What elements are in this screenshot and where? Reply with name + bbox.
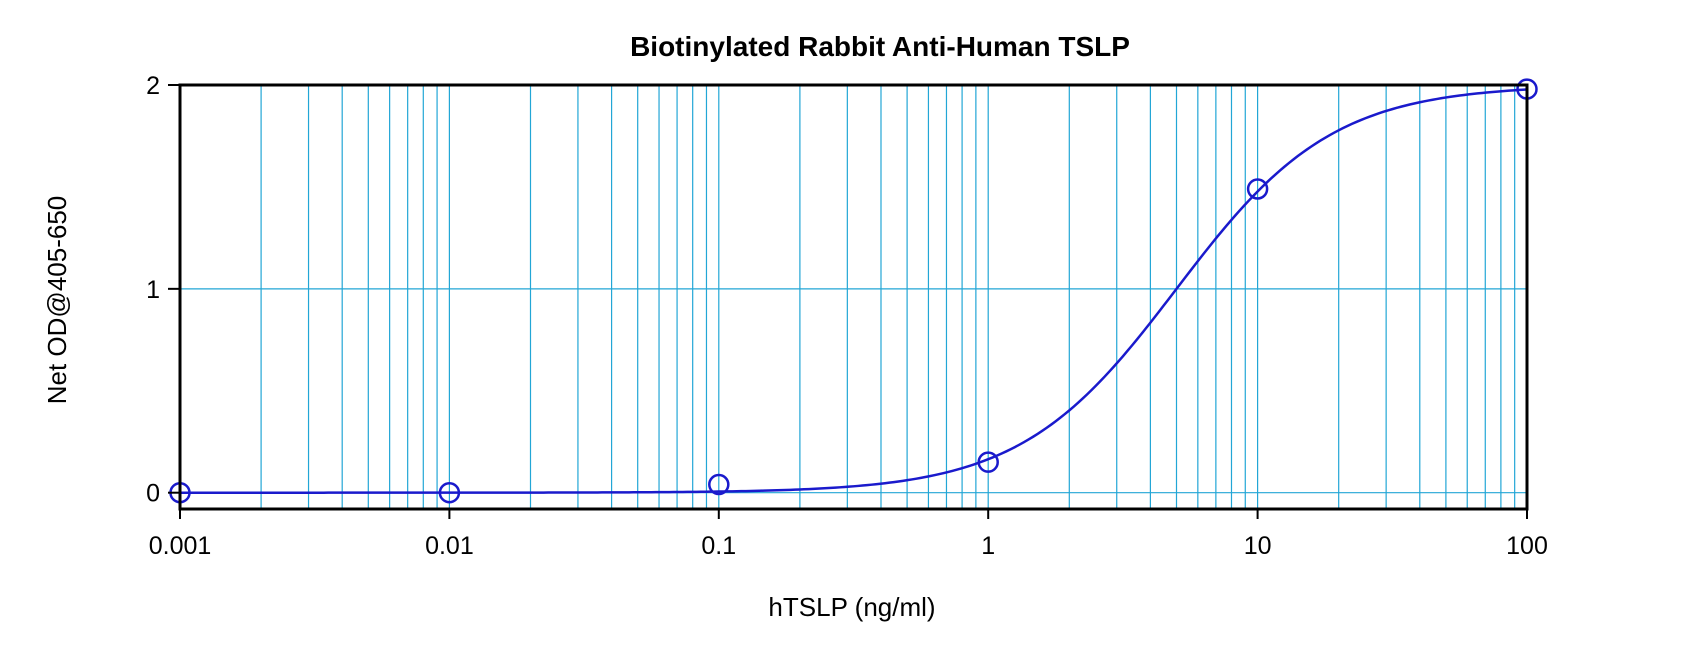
data-point <box>977 451 999 473</box>
data-point <box>438 481 461 504</box>
plot-frame <box>178 83 1529 511</box>
y-tick-label: 2 <box>146 72 160 100</box>
x-tick-label: 1 <box>981 532 995 560</box>
y-tick-label: 1 <box>146 276 160 304</box>
x-tick-label: 0.01 <box>425 532 474 560</box>
fit-curve <box>180 88 1528 494</box>
x-tick-label: 0.1 <box>701 532 736 560</box>
chart-title: Biotinylated Rabbit Anti-Human TSLP <box>630 31 1130 62</box>
tick-layer: 0.001 0.01 0.1 1 10 100 0 1 2 <box>146 72 1548 560</box>
fit-curve-layer <box>180 88 1528 494</box>
data-point <box>708 473 730 496</box>
data-points-layer <box>169 78 1538 504</box>
x-axis-label: hTSLP (ng/ml) <box>768 592 935 622</box>
x-tick-label: 0.001 <box>149 532 212 560</box>
y-axis-label: Net OD@405-650 <box>42 196 72 405</box>
data-point <box>1246 178 1269 200</box>
grid-layer <box>180 85 1527 509</box>
x-tick-label: 100 <box>1506 532 1548 560</box>
y-tick-label: 0 <box>146 480 160 508</box>
x-tick-label: 10 <box>1244 532 1272 560</box>
